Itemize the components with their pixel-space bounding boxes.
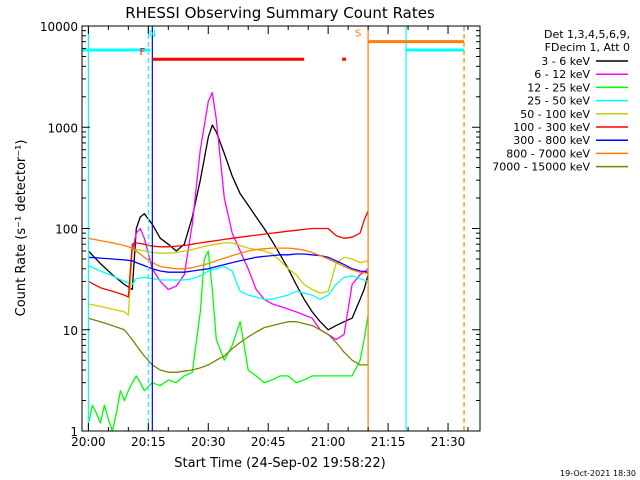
x-tick-label-3: 20:45: [251, 435, 286, 449]
series-line-1: [131, 91, 369, 341]
legend-header-1: FDecim 1, Att 0: [545, 41, 630, 54]
footer-timestamp: 19-Oct-2021 18:30: [560, 469, 636, 478]
annotation-2: S: [355, 28, 361, 39]
y-axis-label: Count Rate (s⁻¹ detector⁻¹): [14, 140, 29, 317]
legend-label-6: 300 - 800 keV: [513, 134, 590, 147]
x-tick-label-2: 20:30: [191, 435, 226, 449]
annotations-layer: NF S: [139, 28, 361, 57]
y-tick-label-1: 10: [63, 324, 78, 338]
x-tick-label-0: 20:00: [71, 435, 106, 449]
y-axis: 1 10 100 1000 10000: [40, 20, 480, 439]
legend-label-3: 25 - 50 keV: [527, 95, 590, 108]
legend-label-2: 12 - 25 keV: [527, 81, 590, 94]
x-tick-label-6: 21:30: [431, 435, 466, 449]
y-tick-label-0: 1: [70, 425, 78, 439]
annotation-0: N: [149, 29, 156, 40]
chart-title: RHESSI Observing Summary Count Rates: [125, 4, 435, 22]
x-tick-label-1: 20:15: [131, 435, 166, 449]
x-tick-label-4: 21:00: [311, 435, 346, 449]
x-axis: 20:00 20:15 20:30 20:45 21:00 21:15 21:30: [71, 26, 469, 449]
series-line-3: [88, 265, 369, 300]
series-layer: [87, 91, 369, 432]
legend-label-1: 6 - 12 keV: [534, 68, 590, 81]
state-bars-layer: [82, 40, 465, 61]
legend-label-7: 800 - 7000 keV: [506, 147, 590, 160]
series-line-8: [88, 317, 369, 373]
y-tick-label-3: 1000: [47, 121, 78, 135]
y-tick-label-4: 10000: [40, 20, 78, 34]
legend-header-0: Det 1,3,4,5,6,9,: [544, 28, 630, 41]
x-tick-label-5: 21:15: [371, 435, 406, 449]
legend-label-4: 50 - 100 keV: [520, 108, 590, 121]
series-line-2: [87, 250, 369, 432]
series-line-0: [87, 124, 369, 331]
series-line-5: [88, 210, 369, 298]
annotation-1: F: [139, 47, 145, 58]
x-axis-label: Start Time (24-Sep-02 19:58:22): [174, 456, 385, 471]
legend-label-5: 100 - 300 keV: [513, 121, 590, 134]
markers-layer: [87, 26, 465, 431]
plot-frame: [81, 25, 481, 432]
legend-label-0: 3 - 6 keV: [541, 55, 590, 68]
legend-label-8: 7000 - 15000 keV: [492, 161, 590, 174]
y-tick-label-2: 100: [55, 223, 78, 237]
series-line-7: [88, 237, 369, 275]
legend: Det 1,3,4,5,6,9,FDecim 1, Att 03 - 6 keV…: [492, 28, 630, 174]
